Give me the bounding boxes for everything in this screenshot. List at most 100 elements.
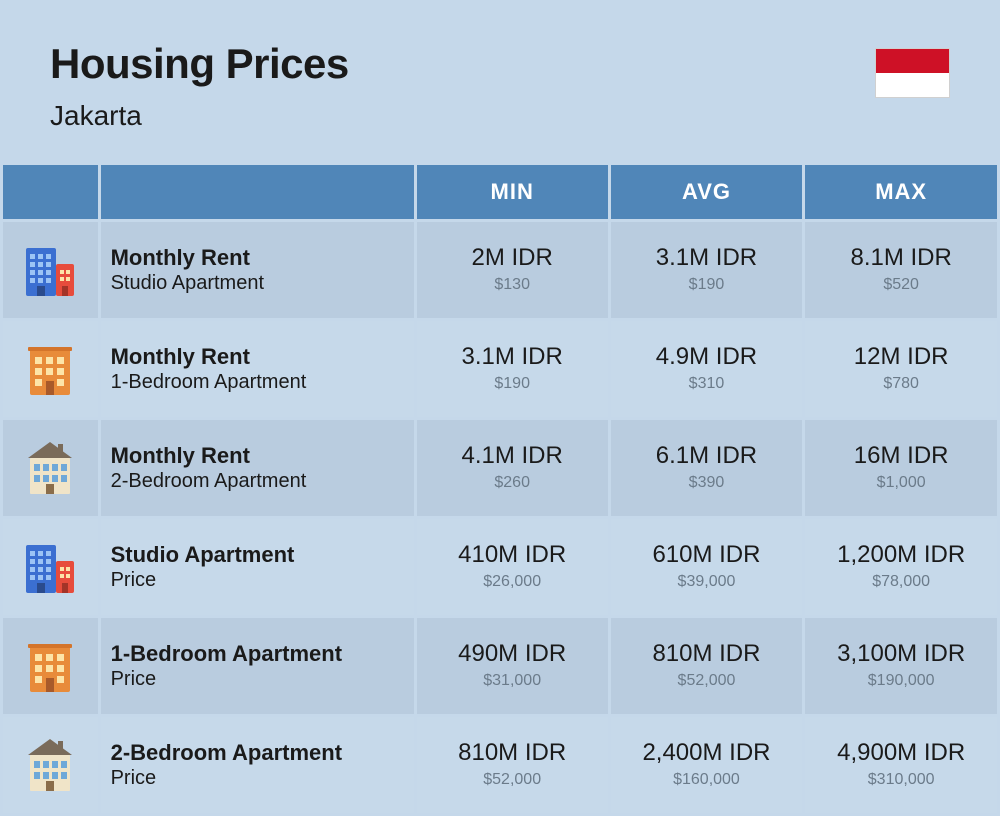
value-main: 4.1M IDR: [429, 442, 596, 471]
row-title: Monthly Rent: [111, 344, 402, 370]
cell-max: 12M IDR $780: [805, 321, 997, 417]
value-main: 410M IDR: [429, 541, 596, 570]
table-header-row: MIN AVG MAX: [3, 165, 997, 219]
cell-max: 4,900M IDR $310,000: [805, 717, 997, 813]
value-sub: $390: [623, 473, 791, 494]
value-main: 490M IDR: [429, 640, 596, 669]
row-icon-cell: [3, 717, 98, 813]
value-sub: $26,000: [429, 572, 596, 593]
value-sub: $130: [429, 275, 596, 296]
row-title: Monthly Rent: [111, 443, 402, 469]
cell-avg: 3.1M IDR $190: [611, 222, 803, 318]
cell-min: 490M IDR $31,000: [417, 618, 608, 714]
value-sub: $52,000: [429, 770, 596, 791]
col-header-blank-icon: [3, 165, 98, 219]
value-main: 8.1M IDR: [817, 244, 985, 273]
value-sub: $780: [817, 374, 985, 395]
table-row: 2-Bedroom Apartment Price 810M IDR $52,0…: [3, 717, 997, 813]
row-subtitle: 1-Bedroom Apartment: [111, 370, 402, 394]
cell-min: 4.1M IDR $260: [417, 420, 608, 516]
value-sub: $31,000: [429, 671, 596, 692]
cell-avg: 810M IDR $52,000: [611, 618, 803, 714]
value-main: 810M IDR: [429, 739, 596, 768]
row-label-cell: Monthly Rent 1-Bedroom Apartment: [101, 321, 414, 417]
value-main: 4,900M IDR: [817, 739, 985, 768]
col-header-blank-label: [101, 165, 414, 219]
value-sub: $190,000: [817, 671, 985, 692]
value-sub: $260: [429, 473, 596, 494]
building-house-icon: [15, 438, 86, 498]
value-main: 16M IDR: [817, 442, 985, 471]
value-sub: $78,000: [817, 572, 985, 593]
value-sub: $310,000: [817, 770, 985, 791]
header: Housing Prices Jakarta: [0, 0, 1000, 162]
value-sub: $310: [623, 374, 791, 395]
col-header-avg: AVG: [611, 165, 803, 219]
value-sub: $160,000: [623, 770, 791, 791]
cell-min: 810M IDR $52,000: [417, 717, 608, 813]
table-row: 1-Bedroom Apartment Price 490M IDR $31,0…: [3, 618, 997, 714]
building-orange-icon: [15, 636, 86, 696]
cell-min: 3.1M IDR $190: [417, 321, 608, 417]
value-main: 610M IDR: [623, 541, 791, 570]
value-main: 12M IDR: [817, 343, 985, 372]
value-main: 3.1M IDR: [623, 244, 791, 273]
cell-max: 8.1M IDR $520: [805, 222, 997, 318]
row-subtitle: 2-Bedroom Apartment: [111, 469, 402, 493]
cell-avg: 610M IDR $39,000: [611, 519, 803, 615]
row-subtitle: Price: [111, 667, 402, 691]
value-main: 1,200M IDR: [817, 541, 985, 570]
value-sub: $520: [817, 275, 985, 296]
value-main: 3.1M IDR: [429, 343, 596, 372]
page-title: Housing Prices: [50, 40, 950, 88]
cell-max: 3,100M IDR $190,000: [805, 618, 997, 714]
table-row: Monthly Rent 1-Bedroom Apartment 3.1M ID…: [3, 321, 997, 417]
row-icon-cell: [3, 519, 98, 615]
table-row: Monthly Rent Studio Apartment 2M IDR $13…: [3, 222, 997, 318]
row-label-cell: Monthly Rent Studio Apartment: [101, 222, 414, 318]
table-row: Monthly Rent 2-Bedroom Apartment 4.1M ID…: [3, 420, 997, 516]
cell-avg: 4.9M IDR $310: [611, 321, 803, 417]
cell-max: 16M IDR $1,000: [805, 420, 997, 516]
building-house-icon: [15, 735, 86, 795]
building-orange-icon: [15, 339, 86, 399]
value-sub: $190: [429, 374, 596, 395]
row-label-cell: 1-Bedroom Apartment Price: [101, 618, 414, 714]
value-main: 4.9M IDR: [623, 343, 791, 372]
row-title: 2-Bedroom Apartment: [111, 740, 402, 766]
flag-indonesia-icon: [875, 48, 950, 98]
value-sub: $190: [623, 275, 791, 296]
pricing-table: MIN AVG MAX Monthly Rent Studio Apartmen…: [0, 162, 1000, 816]
cell-min: 2M IDR $130: [417, 222, 608, 318]
row-icon-cell: [3, 321, 98, 417]
row-subtitle: Studio Apartment: [111, 271, 402, 295]
row-label-cell: 2-Bedroom Apartment Price: [101, 717, 414, 813]
row-title: Monthly Rent: [111, 245, 402, 271]
col-header-max: MAX: [805, 165, 997, 219]
building-blue-red-icon: [15, 537, 86, 597]
value-sub: $1,000: [817, 473, 985, 494]
value-sub: $52,000: [623, 671, 791, 692]
col-header-min: MIN: [417, 165, 608, 219]
cell-min: 410M IDR $26,000: [417, 519, 608, 615]
row-icon-cell: [3, 420, 98, 516]
row-label-cell: Monthly Rent 2-Bedroom Apartment: [101, 420, 414, 516]
cell-avg: 6.1M IDR $390: [611, 420, 803, 516]
building-blue-red-icon: [15, 240, 86, 300]
row-title: 1-Bedroom Apartment: [111, 641, 402, 667]
row-icon-cell: [3, 222, 98, 318]
page-subtitle: Jakarta: [50, 100, 950, 132]
table-row: Studio Apartment Price 410M IDR $26,000 …: [3, 519, 997, 615]
value-sub: $39,000: [623, 572, 791, 593]
cell-avg: 2,400M IDR $160,000: [611, 717, 803, 813]
row-label-cell: Studio Apartment Price: [101, 519, 414, 615]
value-main: 2,400M IDR: [623, 739, 791, 768]
row-subtitle: Price: [111, 568, 402, 592]
cell-max: 1,200M IDR $78,000: [805, 519, 997, 615]
value-main: 6.1M IDR: [623, 442, 791, 471]
value-main: 810M IDR: [623, 640, 791, 669]
value-main: 2M IDR: [429, 244, 596, 273]
row-title: Studio Apartment: [111, 542, 402, 568]
row-subtitle: Price: [111, 766, 402, 790]
row-icon-cell: [3, 618, 98, 714]
